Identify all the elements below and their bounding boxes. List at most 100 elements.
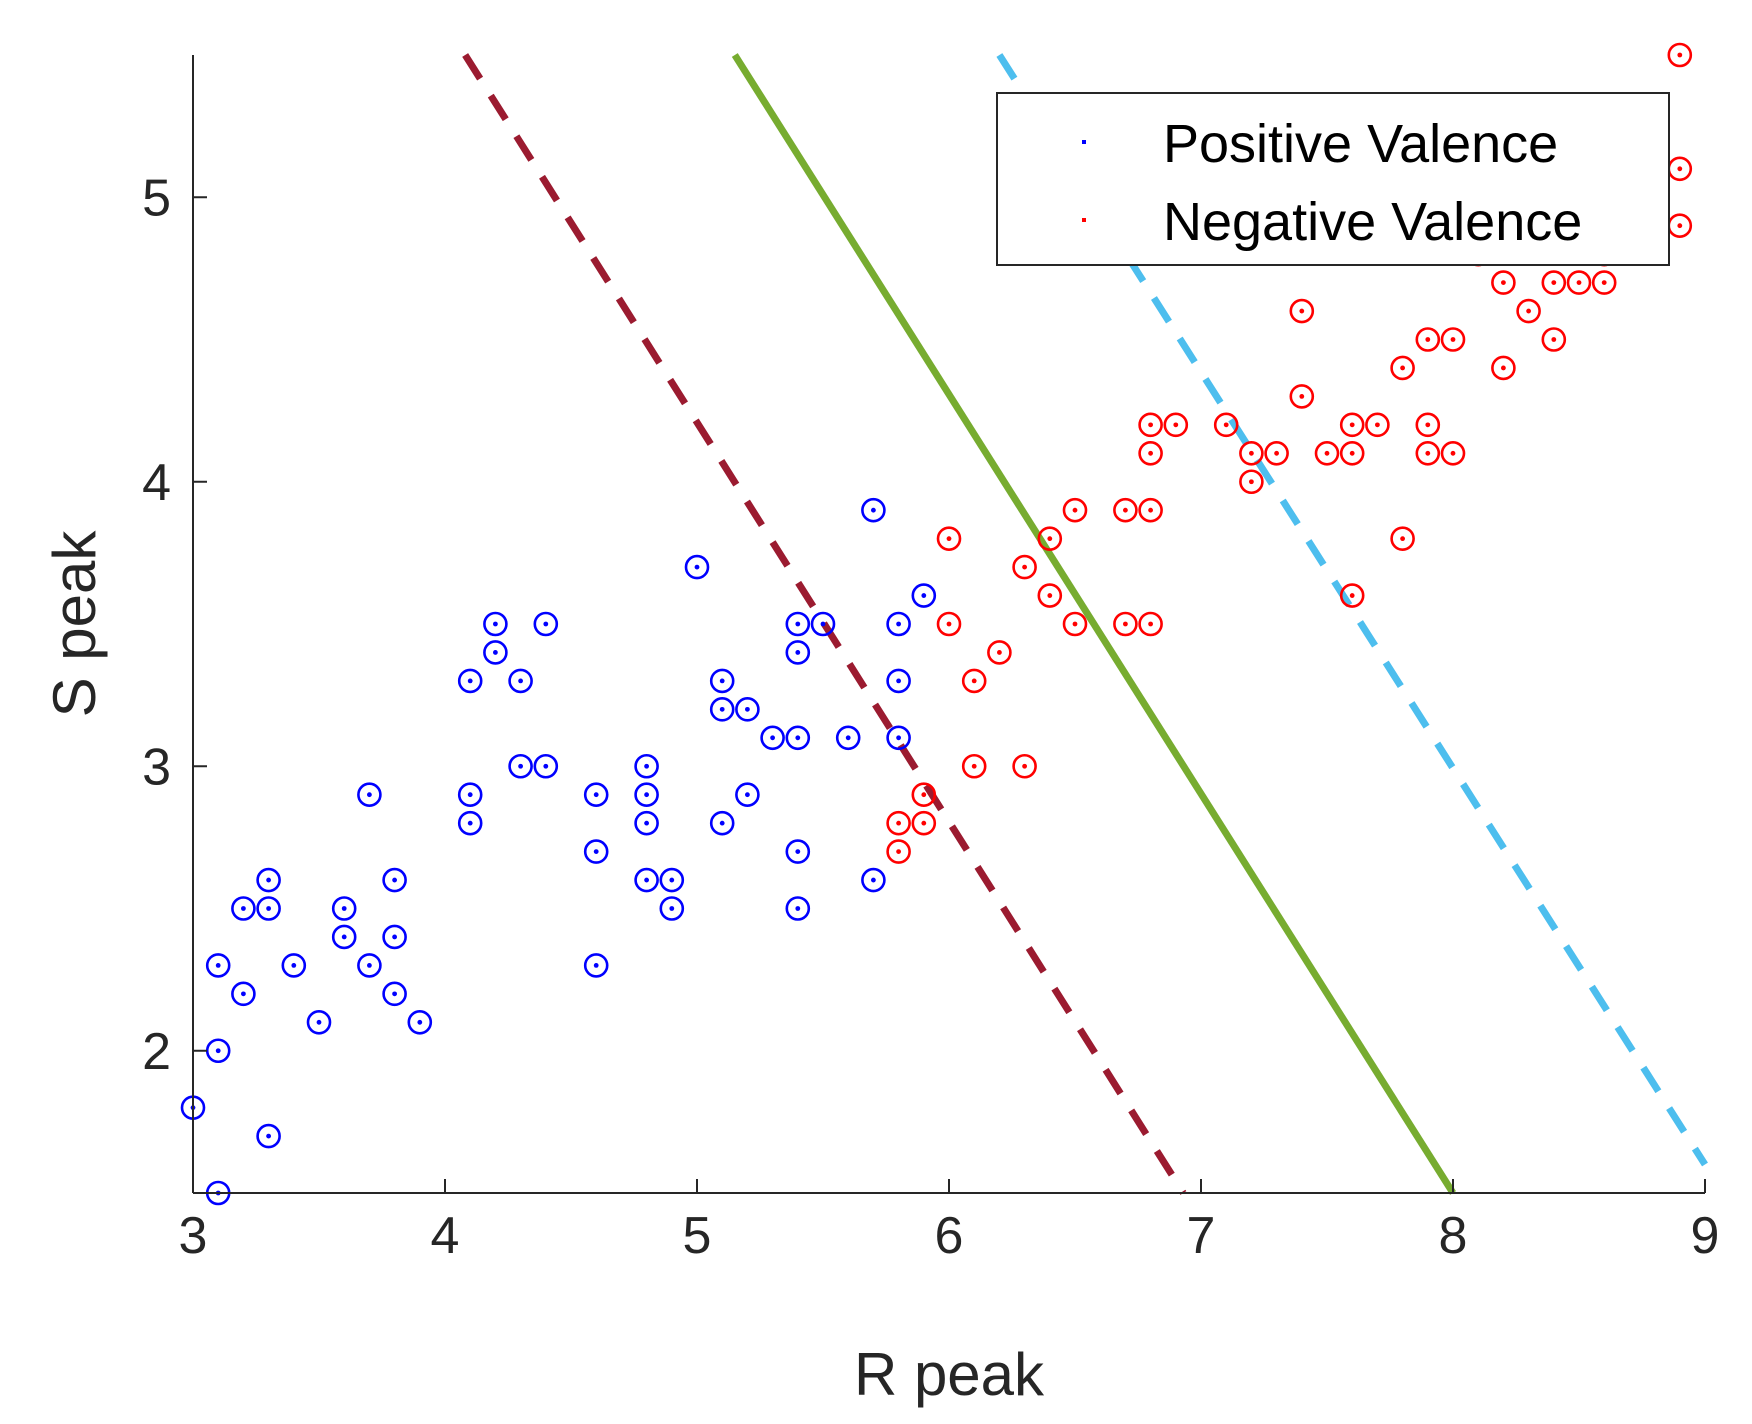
positive-point-40 — [709, 810, 735, 836]
positive-point-46 — [785, 725, 811, 751]
negative-point-19 — [1138, 497, 1163, 523]
positive-point-29 — [583, 839, 609, 864]
negative-point-43 — [1516, 298, 1541, 324]
positive-point-37 — [684, 554, 710, 580]
negative-point-27 — [1289, 384, 1315, 409]
negative-point-18 — [1138, 440, 1163, 466]
negative-point-0 — [886, 810, 911, 836]
negative-point-44 — [1541, 270, 1567, 295]
positive-point-27 — [533, 753, 559, 779]
y-tick-label-0: 2 — [142, 1023, 171, 1081]
negative-point-24 — [1239, 469, 1264, 495]
negative-point-9 — [1012, 554, 1037, 580]
positive-point-6 — [256, 896, 281, 921]
negative-point-17 — [1138, 412, 1163, 438]
positive-point-31 — [634, 753, 659, 779]
negative-point-12 — [1037, 583, 1063, 608]
legend-box — [996, 92, 1670, 266]
negative-point-7 — [961, 753, 987, 779]
negative-point-53 — [1667, 213, 1693, 238]
y-tick-label-2: 4 — [142, 454, 171, 512]
negative-point-35 — [1415, 327, 1441, 352]
positive-point-4 — [231, 981, 256, 1007]
negative-point-38 — [1440, 327, 1466, 352]
negative-point-37 — [1415, 440, 1441, 466]
y-axis-title: S peak — [41, 530, 108, 718]
positive-point-38 — [709, 668, 735, 694]
negative-point-21 — [1163, 412, 1189, 438]
negative-point-14 — [1062, 611, 1088, 637]
positive-point-16 — [382, 924, 407, 950]
negative-point-15 — [1113, 497, 1138, 523]
positive-point-8 — [256, 1123, 281, 1149]
positive-point-36 — [659, 896, 685, 921]
positive-point-24 — [508, 668, 533, 694]
negative-point-31 — [1339, 583, 1365, 608]
positive-point-30 — [583, 953, 609, 978]
positive-point-44 — [785, 611, 811, 637]
legend-marker-positive — [1082, 140, 1086, 144]
positive-point-55 — [886, 725, 911, 751]
data-points — [180, 42, 1693, 1206]
negative-point-33 — [1390, 355, 1415, 381]
positive-point-13 — [357, 782, 382, 808]
negative-point-11 — [1037, 526, 1063, 551]
positive-point-19 — [457, 668, 483, 694]
positive-point-48 — [785, 896, 811, 921]
positive-point-50 — [835, 725, 861, 751]
positive-point-35 — [659, 867, 685, 893]
negative-point-42 — [1491, 355, 1516, 381]
x-tick-label-3: 6 — [935, 1207, 964, 1265]
x-tick-label-2: 5 — [683, 1207, 712, 1265]
positive-point-15 — [382, 867, 407, 893]
x-tick-label-1: 4 — [431, 1207, 460, 1265]
ticks: 3 4 5 6 7 8 9 2 3 4 5 — [142, 169, 1719, 1265]
negative-point-51 — [1667, 42, 1693, 68]
x-tick-label-6: 9 — [1691, 1207, 1720, 1265]
positive-point-3 — [205, 953, 231, 978]
positive-point-5 — [231, 896, 256, 921]
x-tick-label-0: 3 — [179, 1207, 208, 1265]
negative-point-41 — [1491, 270, 1516, 295]
negative-point-52 — [1667, 156, 1693, 182]
positive-point-42 — [735, 782, 760, 808]
negative-point-30 — [1339, 440, 1365, 466]
negative-point-20 — [1138, 611, 1163, 637]
negative-point-8 — [987, 640, 1012, 665]
negative-point-3 — [911, 810, 937, 836]
positive-point-7 — [256, 867, 281, 893]
positive-point-20 — [457, 782, 483, 808]
boundary-solid-green-line — [731, 53, 1456, 1195]
positive-point-33 — [634, 810, 659, 836]
positive-point-11 — [331, 896, 357, 921]
legend-label-positive: Positive Valence — [1163, 114, 1558, 174]
positive-point-41 — [735, 697, 760, 722]
positive-point-10 — [306, 1009, 332, 1035]
positive-point-43 — [760, 725, 785, 751]
y-tick-label-1: 3 — [142, 738, 171, 796]
negative-point-4 — [936, 526, 962, 551]
negative-point-34 — [1390, 526, 1415, 551]
positive-point-9 — [281, 953, 307, 978]
positive-point-22 — [483, 611, 508, 637]
positive-point-2 — [205, 1038, 231, 1064]
negative-point-28 — [1314, 440, 1340, 466]
positive-point-12 — [331, 924, 357, 950]
negative-point-13 — [1062, 497, 1088, 523]
positive-point-17 — [382, 981, 407, 1007]
negative-point-6 — [961, 668, 987, 694]
negative-point-36 — [1415, 412, 1441, 438]
positive-point-52 — [861, 867, 886, 893]
legend-label-negative: Negative Valence — [1163, 192, 1582, 252]
positive-point-45 — [785, 640, 811, 665]
negative-point-26 — [1289, 298, 1315, 324]
positive-point-23 — [483, 640, 508, 665]
negative-point-22 — [1213, 412, 1239, 438]
positive-point-32 — [634, 782, 659, 808]
positive-point-39 — [709, 697, 735, 722]
positive-point-21 — [457, 810, 483, 836]
negative-point-46 — [1566, 270, 1592, 295]
negative-point-45 — [1541, 327, 1567, 352]
negative-point-25 — [1264, 440, 1289, 466]
